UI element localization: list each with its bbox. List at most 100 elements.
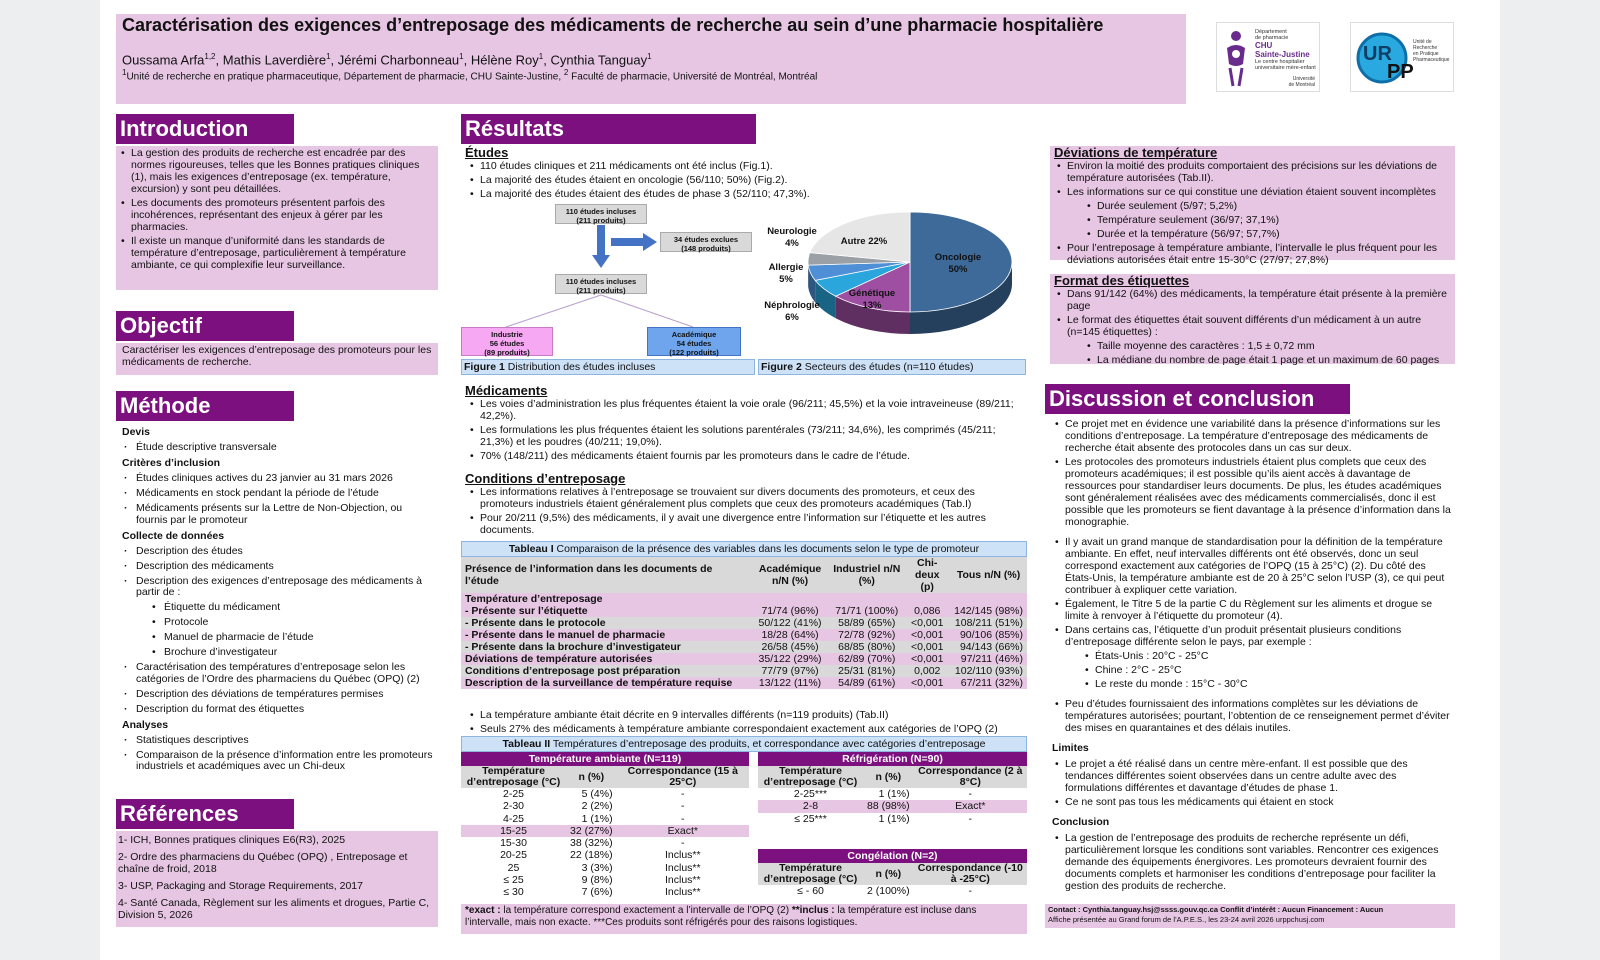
- analyses-item: Comparaison de la présence d’information…: [116, 749, 434, 773]
- logo1-line5: Le centre hospitalier: [1255, 59, 1305, 65]
- table1-header-cell: Tous n/N (%): [956, 569, 1021, 581]
- poster: Caractérisation des exigences d’entrepos…: [100, 0, 1500, 960]
- collecte-item: Description du format des étiquettes: [116, 703, 434, 716]
- logo1-line6: universitaire mère-enfant: [1255, 65, 1316, 71]
- table2-footnote: *exact : la température correspond exact…: [461, 904, 1027, 934]
- table-cell: <0,001: [911, 653, 944, 665]
- table2-refrigeration: Réfrigération (N=90) Température d’entre…: [758, 752, 1027, 825]
- deviations-list: Environ la moitié des produits comportai…: [1052, 160, 1453, 266]
- table2-congelation: Congélation (N=2) Température d’entrepos…: [758, 849, 1027, 897]
- pie-label: 50%: [948, 264, 968, 275]
- format-box: Format des étiquettes Dans 91/142 (64%) …: [1050, 274, 1455, 366]
- table2-header-cell: Température d’entreposage (°C): [763, 765, 858, 788]
- deviation-item: Pour l’entreposage à température ambiant…: [1052, 242, 1453, 266]
- resultats-title: Résultats: [461, 114, 756, 144]
- affil-text-2: Faculté de pharmacie, Université de Mont…: [568, 71, 818, 83]
- conclusion-list: La gestion de l’entreposage des produits…: [1050, 832, 1455, 892]
- author-name: Oussama Arfa: [122, 52, 205, 68]
- table-cell: <0,001: [911, 677, 944, 689]
- format-item: La médiane du nombre de page était 1 pag…: [1052, 354, 1453, 366]
- table-cell: 71/74 (96%): [761, 605, 819, 617]
- conditions-block: Conditions d’entreposage Les information…: [465, 472, 1030, 538]
- deviation-item: Environ la moitié des produits comportai…: [1052, 160, 1453, 184]
- conditions-item: Les informations relatives à l’entreposa…: [465, 486, 1030, 510]
- format-item: Le format des étiquettes était souvent d…: [1052, 314, 1453, 338]
- table2-header-cell: n (%): [578, 770, 605, 783]
- discussion-box: Ce projet met en évidence une variabilit…: [1050, 418, 1455, 898]
- table-cell: 18/28 (64%): [761, 629, 819, 641]
- author-sep: ,: [330, 52, 338, 68]
- table-cell: 9 (8%): [581, 874, 613, 887]
- table-cell: Inclus**: [665, 861, 701, 874]
- table-cell: 35/122 (29%): [758, 653, 822, 665]
- table-cell: 13/122 (11%): [758, 677, 822, 689]
- discussion-item: Les protocoles des promoteurs industriel…: [1050, 456, 1455, 528]
- author-affil-sup: 1: [459, 52, 464, 61]
- table-cell: 4-25: [502, 812, 524, 825]
- methode-box: Devis Étude descriptive transversale Critè…: [116, 423, 438, 788]
- table-row: 2-25*** 1 (1%) -: [758, 788, 1027, 800]
- pie-slice-side: [815, 280, 836, 319]
- etudes-item: La majorité des études étaient en oncolo…: [465, 174, 1030, 186]
- table-cell: 0,086: [914, 605, 941, 617]
- urpp-logo: UR PP Unité de Recherche en Pratique Pha…: [1350, 22, 1454, 92]
- refrigeration-grid: Température d’entreposage (°C) n (%) Corre…: [758, 766, 1027, 825]
- table-row: ≤ 30 7 (6%) Inclus**: [461, 886, 749, 898]
- collecte-item: Description des déviations de températur…: [116, 688, 434, 701]
- table2-ambient: Température ambiante (N=119) Température…: [461, 752, 749, 899]
- table-cell: 1 (1%): [878, 812, 910, 825]
- table-cell: 7 (6%): [581, 886, 613, 899]
- table-row: - Présente dans le protocole 50/122 (41%)…: [461, 617, 1027, 629]
- table-cell: 142/145 (98%): [954, 605, 1023, 617]
- collecte-heading: Collecte de données: [122, 529, 225, 542]
- conclusion-item: La gestion de l’entreposage des produits…: [1050, 832, 1455, 892]
- collecte-item-list: Description des études Description des mé…: [116, 545, 434, 599]
- table1-header-cell: Industriel n/N (%): [833, 563, 901, 587]
- discussion-title: Discussion et conclusion: [1045, 384, 1350, 414]
- table-cell: <0,001: [911, 617, 944, 629]
- table-row: Déviations de température autorisées 35/1…: [461, 653, 1027, 665]
- collecte-item: Description des études: [116, 545, 434, 558]
- logo2-line1: Unité de Recherche: [1413, 39, 1438, 51]
- table-cell: -: [681, 800, 685, 813]
- format-item: Taille moyenne des caractères : 1,5 ± 0,…: [1052, 340, 1453, 352]
- etudes-item: 110 études cliniques et 211 médicaments …: [465, 160, 1030, 172]
- table-row: ≤ 25 9 (8%) Inclus**: [461, 874, 749, 886]
- table-cell: Inclus**: [665, 874, 701, 887]
- table2-label: Tableau II: [502, 738, 551, 750]
- table-cell: ≤ - 60: [797, 885, 824, 897]
- pie-slice-side: [808, 265, 816, 303]
- pie-slice-side: [835, 296, 910, 334]
- table-cell: Inclus**: [665, 886, 701, 899]
- pie-label: 13%: [862, 300, 882, 311]
- collecte-subitem-list: Étiquette du médicament Protocole Manuel d…: [116, 601, 434, 659]
- medicaments-item: Les voies d’administration les plus fréq…: [465, 398, 1030, 422]
- table-cell: Exact*: [667, 824, 698, 837]
- table-cell: -: [681, 837, 685, 850]
- figure2-caption: Figure 2 Secteurs des études (n=110 étud…: [758, 359, 1026, 375]
- table-row: - Présente dans la brochure d’investigat…: [461, 641, 1027, 653]
- table-cell: 67/211 (32%): [960, 677, 1023, 689]
- logo1-line3: CHU: [1255, 41, 1273, 50]
- format-item: Dans 91/142 (64%) des médicaments, la te…: [1052, 288, 1453, 312]
- pie-slice-autre: [809, 211, 911, 263]
- table-cell: 94/143 (66%): [959, 641, 1023, 653]
- criteres-item: Médicaments présents sur la Lettre de No…: [116, 502, 434, 526]
- medicaments-block: Médicaments Les voies d’administration l…: [465, 384, 1030, 464]
- collecte-item: Description des exigences d’entreposage …: [116, 575, 434, 599]
- affiliations: 1Unité de recherche en pratique pharmace…: [122, 68, 817, 82]
- table-cell: 2-30: [502, 800, 524, 813]
- reference-item: 4- Santé Canada, Règlement sur les alime…: [118, 897, 430, 921]
- table-cell: -: [681, 788, 685, 800]
- deviation-item: Température seulement (36/97; 37,1%): [1052, 214, 1453, 226]
- objectif-text: Caractériser les exigences d’entreposage…: [116, 343, 438, 375]
- table-cell: 68/85 (80%): [838, 641, 896, 653]
- intro-item: La gestion des produits de recherche est…: [116, 147, 434, 195]
- urpp-circle-icon: [1356, 32, 1408, 84]
- discussion-list: Ce projet met en évidence une variabilit…: [1050, 418, 1455, 734]
- criteres-item: Études cliniques actives du 23 janvier a…: [116, 472, 434, 485]
- table2-caption-text: Températures d’entreposage des produits,…: [550, 738, 986, 750]
- table1-header-cell: Présence de l’information dans les docum…: [465, 563, 713, 587]
- table-cell: 32 (27%): [570, 824, 613, 837]
